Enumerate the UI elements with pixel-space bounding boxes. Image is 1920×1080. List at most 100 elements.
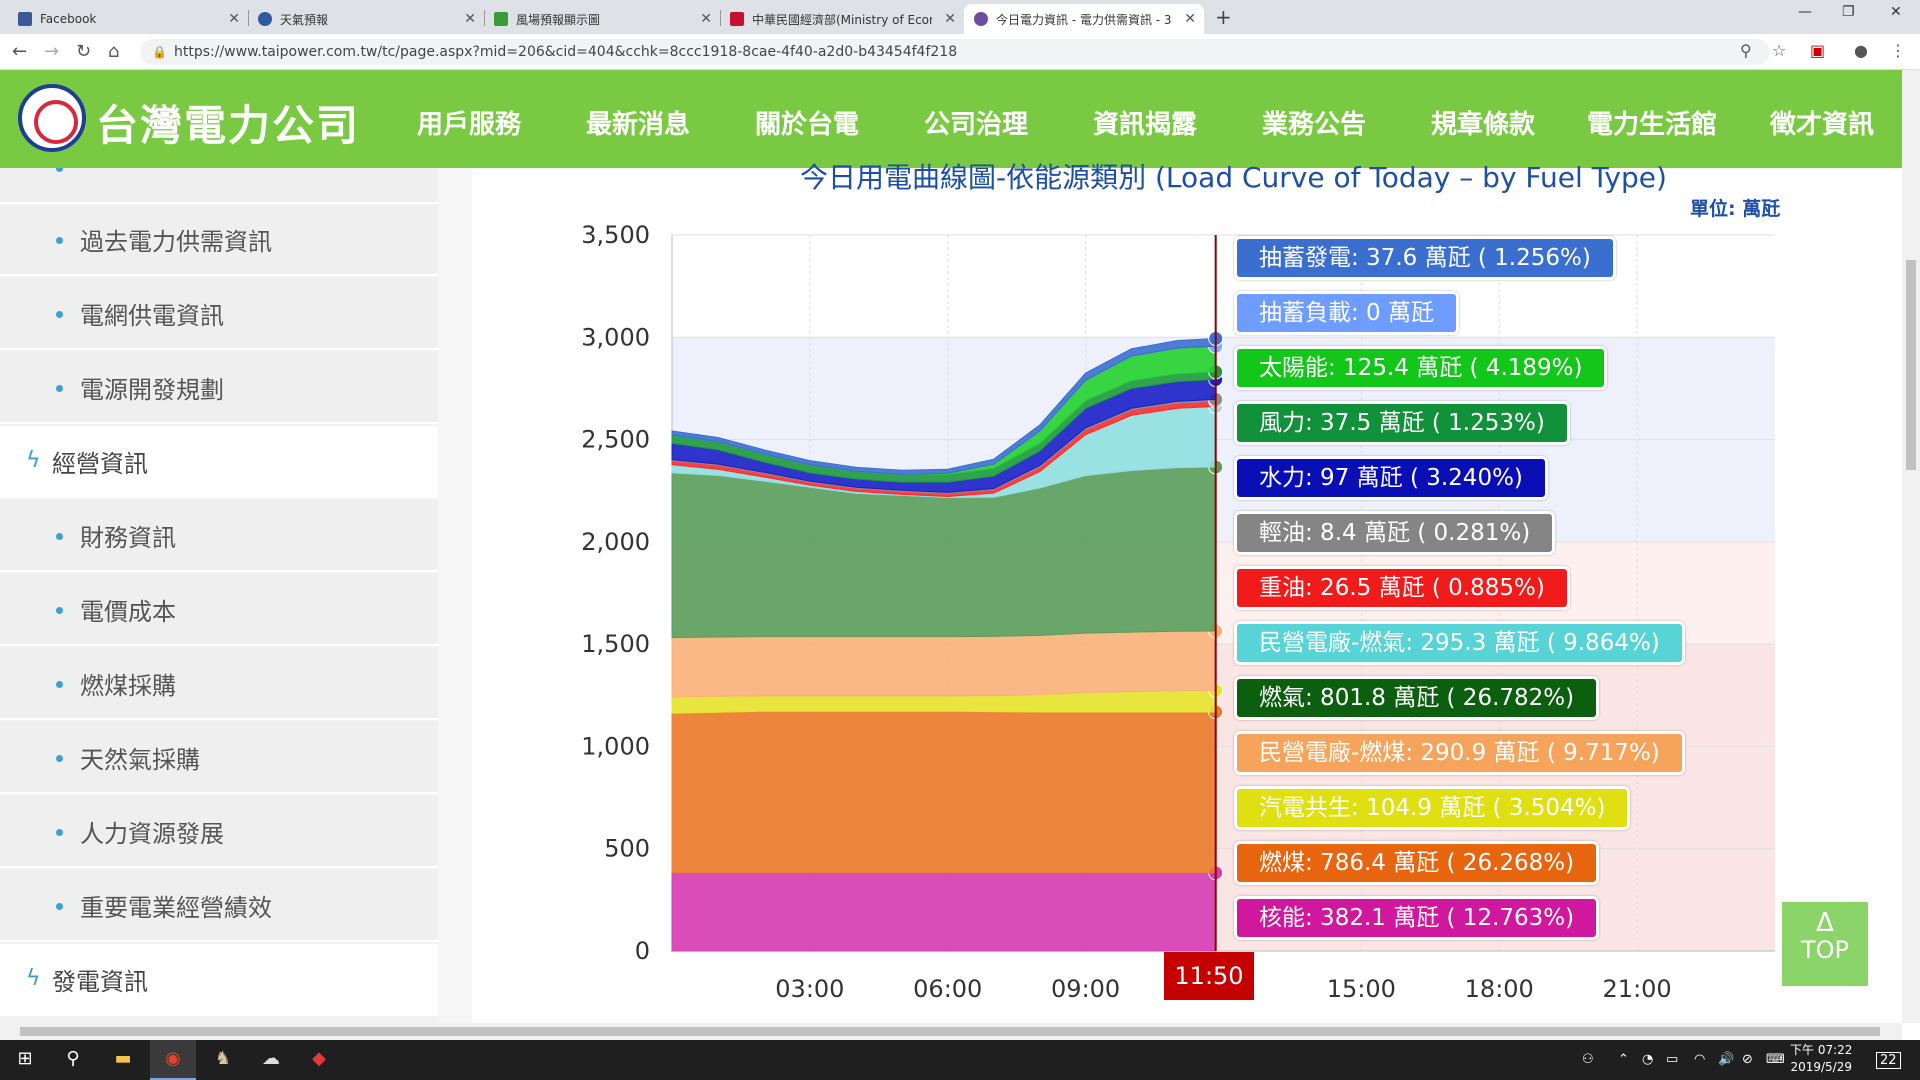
tab-taipower[interactable]: 今日電力資訊 - 電力供需資訊 - 3 ✕ [964,4,1204,34]
minimize-icon[interactable]: — [1798,4,1812,20]
nav-announcements[interactable]: 業務公告 [1262,110,1367,140]
window-close-icon[interactable]: ✕ [1890,4,1902,20]
chrome-icon[interactable]: ◉ [165,1048,181,1069]
chevron-up-icon[interactable]: ⌃ [1618,1052,1629,1067]
x-tick-label: 09:00 [1051,975,1120,1003]
tooltip-item: 水力: 97 萬瓩 ( 3.240%) [1234,456,1548,500]
tooltip-item: 抽蓄負載: 0 萬瓩 [1234,291,1460,335]
lightning-icon: ϟ [26,448,41,473]
people-icon[interactable]: ⚇ [1582,1052,1594,1067]
x-tick-label: 06:00 [913,975,982,1003]
sidebar-item-grid-supply[interactable]: 電網供電資訊 [0,278,438,350]
sidebar-item-finance[interactable]: 財務資訊 [0,500,438,572]
tooltip-item: 抽蓄發電: 37.6 萬瓩 ( 1.256%) [1234,236,1616,280]
windows-start-icon[interactable]: ⊞ [17,1048,33,1069]
sidebar-item-label: 電源開發規劃 [80,375,224,404]
profile-avatar-icon[interactable]: ● [1854,41,1868,60]
nav-about[interactable]: 關於台電 [755,110,860,140]
horizontal-scrollbar[interactable] [0,1023,1902,1040]
area-series-民營電廠-燃煤 [671,630,1217,698]
clock-time: 07:22 [1817,1043,1853,1057]
tooltip-item: 重油: 26.5 萬瓩 ( 0.885%) [1234,566,1570,610]
zoom-icon[interactable]: ⚲ [1740,41,1752,60]
close-icon[interactable]: ✕ [1184,11,1196,27]
system-clock[interactable]: 下午 07:22 2019/5/29 [1790,1042,1852,1076]
notification-icon[interactable]: 22 [1876,1052,1901,1069]
restore-icon[interactable]: ❐ [1842,4,1855,20]
nav-user-services[interactable]: 用戶服務 [417,110,522,140]
chart-unit-label: 單位: 萬瓩 [1690,198,1781,220]
load-curve-chart[interactable]: 0 500 1,000 1,500 2,000 2,500 3,000 3,500 03:00 0… [560,215,1800,1005]
app-icon[interactable]: ♞ [214,1048,232,1069]
url-input[interactable]: 🔒 https://www.taipower.com.tw/tc/page.as… [140,39,1770,65]
chrome-taskbar-active[interactable] [150,1040,196,1080]
sidebar-item-label: 發電資訊 [52,967,148,996]
x-tick-label: 18:00 [1465,975,1534,1003]
reload-icon[interactable]: ↻ [76,41,92,62]
sidebar-item-power-development[interactable]: 電源開發規劃 [0,352,438,424]
sidebar-item-gas-purchase[interactable]: 天然氣採購 [0,722,438,794]
tooltip-item: 燃氣: 801.8 萬瓩 ( 26.782%) [1234,676,1600,720]
vertical-scrollbar[interactable] [1902,70,1920,1023]
ime-icon[interactable]: ⊘ [1742,1052,1753,1067]
clock-ampm: 下午 [1790,1043,1815,1057]
area-series-核能 [671,872,1217,952]
taipower-favicon-icon [974,12,988,26]
sidebar-item-partial[interactable] [0,168,438,204]
nav-latest-news[interactable]: 最新消息 [586,110,691,140]
forward-arrow-icon[interactable]: → [44,41,60,62]
new-tab-button[interactable]: + [1215,5,1232,29]
site-logo-text[interactable]: 台灣電力公司 [96,101,361,150]
extension-icon[interactable]: ▣ [1810,41,1826,60]
battery-icon[interactable]: ▭ [1666,1052,1679,1067]
app-icon[interactable]: ◆ [312,1048,326,1069]
nav-disclosure[interactable]: 資訊揭露 [1093,110,1198,140]
close-icon[interactable]: ✕ [700,11,712,27]
back-arrow-icon[interactable]: ← [12,41,28,62]
tab-facebook[interactable]: Facebook ✕ [8,4,248,34]
tab-ministry[interactable]: 中華民國經濟部(Ministry of Econ ✕ [720,4,964,34]
sidebar-item-past-supply[interactable]: 過去電力供需資訊 [0,204,438,276]
windows-taskbar: ⊞ ⚲ ▬ ◉ ♞ ☁ ◆ ⚇ ⌃ ◔ ▭ ◠ 🔊 ⊘ ⌨ 下午 07:22 2… [0,1040,1920,1080]
wifi-icon[interactable]: ◠ [1694,1052,1706,1067]
sidebar-item-performance[interactable]: 重要電業經營績效 [0,870,438,942]
scroll-thumb[interactable] [1906,260,1916,470]
sidebar-item-label: 重要電業經營績效 [80,893,272,922]
sidebar-item-label: 過去電力供需資訊 [80,227,272,256]
close-icon[interactable]: ✕ [944,11,956,27]
search-icon[interactable]: ⚲ [66,1048,80,1069]
sidebar-item-label: 燃煤採購 [80,671,176,700]
close-icon[interactable]: ✕ [228,11,240,27]
sidebar-item-label: 人力資源發展 [80,819,224,848]
nav-power-life[interactable]: 電力生活館 [1587,110,1718,140]
bookmark-star-icon[interactable]: ☆ [1772,41,1787,60]
keyboard-icon[interactable]: ⌨ [1766,1052,1785,1067]
tab-title: 風場預報顯示圖 [516,12,601,27]
sidebar-item-hr[interactable]: 人力資源發展 [0,796,438,868]
sidebar-item-price-cost[interactable]: 電價成本 [0,574,438,646]
area-series-燃煤 [671,710,1217,874]
tooltip-item: 汽電共生: 104.9 萬瓩 ( 3.504%) [1234,786,1631,830]
weather-favicon-icon [258,12,272,26]
tab-weather[interactable]: 天氣預報 ✕ [248,4,484,34]
network-icon[interactable]: ◔ [1642,1052,1654,1067]
x-tick-label: 15:00 [1327,975,1396,1003]
nav-careers[interactable]: 徵才資訊 [1770,110,1875,140]
nav-regulations[interactable]: 規章條款 [1431,110,1536,140]
scroll-thumb[interactable] [20,1027,1880,1036]
sidebar-item-coal-purchase[interactable]: 燃煤採購 [0,648,438,720]
taipower-logo-icon[interactable] [18,84,86,152]
home-icon[interactable]: ⌂ [108,41,120,62]
volume-icon[interactable]: 🔊 [1718,1052,1735,1067]
sidebar-item-label: 天然氣採購 [80,745,200,774]
close-icon[interactable]: ✕ [464,11,476,27]
sidebar-item-generation-info[interactable]: ϟ 發電資訊 [0,944,438,1016]
nav-governance[interactable]: 公司治理 [924,110,1029,140]
browser-menu-icon[interactable]: ⋮ [1890,41,1906,60]
y-tick-label: 3,000 [581,323,650,351]
back-to-top-button[interactable]: Δ TOP [1782,902,1868,986]
app-icon[interactable]: ☁ [262,1048,280,1069]
file-explorer-icon[interactable]: ▬ [114,1048,132,1069]
sidebar-item-business-info[interactable]: ϟ 經營資訊 [0,426,438,498]
tab-wind-forecast[interactable]: 風場預報顯示圖 ✕ [484,4,720,34]
